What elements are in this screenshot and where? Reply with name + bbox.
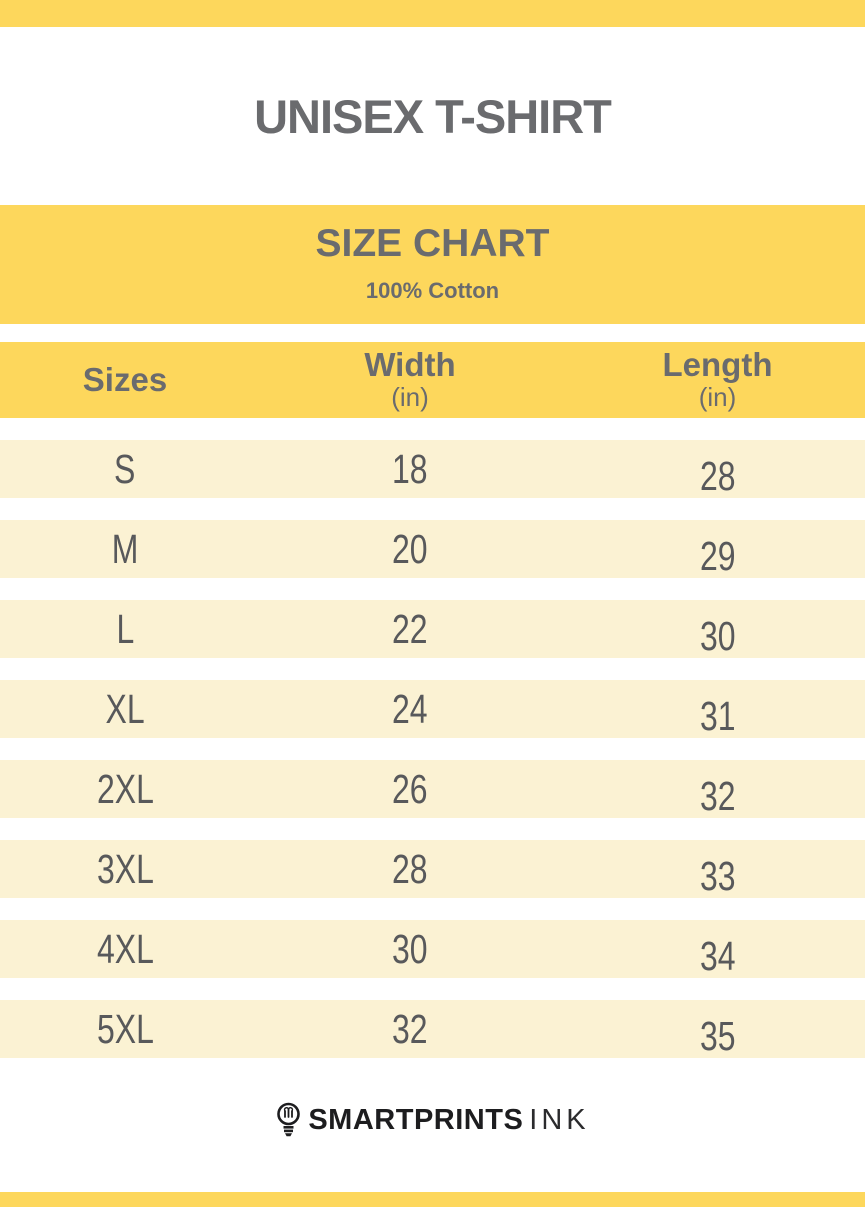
width-cell: 28	[250, 840, 570, 898]
width-cell: 22	[250, 600, 570, 658]
width-cell: 18	[250, 440, 570, 498]
length-cell: 32	[570, 760, 865, 819]
size-cell: M	[0, 520, 250, 578]
size-value: 3XL	[96, 845, 154, 892]
width-cell: 26	[250, 760, 570, 818]
length-cell: 33	[570, 840, 865, 899]
size-cell: 4XL	[0, 920, 250, 978]
length-value: 31	[699, 692, 736, 739]
column-header-sizes: Sizes	[0, 342, 250, 418]
length-cell: 29	[570, 520, 865, 579]
column-header-label: Sizes	[82, 360, 168, 398]
brand-name-light: INK	[529, 1103, 590, 1136]
size-value: M	[111, 525, 139, 572]
length-cell: 30	[570, 600, 865, 659]
size-value: XL	[105, 685, 145, 732]
size-cell: 2XL	[0, 760, 250, 818]
width-value: 26	[392, 765, 428, 812]
title-area: UNISEX T-SHIRT	[0, 27, 865, 205]
length-value: 35	[699, 1012, 736, 1059]
length-value: 28	[699, 452, 736, 499]
width-value: 18	[392, 445, 428, 492]
size-value: 5XL	[96, 1005, 154, 1052]
length-cell: 34	[570, 920, 865, 979]
length-cell: 31	[570, 680, 865, 739]
size-cell: XL	[0, 680, 250, 738]
column-header-width: Width (in)	[250, 342, 570, 418]
size-cell: L	[0, 600, 250, 658]
brand-name-bold: SMARTPRINTS	[308, 1103, 524, 1136]
table-row: 3XL 28 33	[0, 840, 865, 899]
column-header-unit: (in)	[698, 382, 737, 413]
length-value: 30	[699, 612, 736, 659]
bottom-accent-bar	[0, 1192, 865, 1207]
size-chart-banner: SIZE CHART 100% Cotton	[0, 205, 865, 324]
column-header-label: Length	[662, 346, 773, 384]
size-cell: 5XL	[0, 1000, 250, 1058]
length-value: 32	[699, 772, 736, 819]
length-value: 33	[699, 852, 736, 899]
width-cell: 30	[250, 920, 570, 978]
table-header-row: Sizes Width (in) Length (in)	[0, 342, 865, 418]
size-value: 2XL	[96, 765, 154, 812]
size-value: S	[114, 445, 136, 492]
table-row: 5XL 32 35	[0, 1000, 865, 1059]
width-value: 28	[392, 845, 428, 892]
page-title: UNISEX T-SHIRT	[254, 89, 612, 143]
size-value: L	[116, 605, 134, 652]
banner-subheading: 100% Cotton	[365, 277, 500, 303]
length-cell: 28	[570, 440, 865, 499]
table-row: S 18 28	[0, 440, 865, 499]
column-header-unit: (in)	[391, 382, 429, 413]
width-cell: 20	[250, 520, 570, 578]
size-cell: 3XL	[0, 840, 250, 898]
width-value: 22	[392, 605, 428, 652]
width-value: 24	[392, 685, 428, 732]
length-cell: 35	[570, 1000, 865, 1059]
table-row: XL 24 31	[0, 680, 865, 739]
table-row: M 20 29	[0, 520, 865, 579]
size-value: 4XL	[96, 925, 154, 972]
table-row: 2XL 26 32	[0, 760, 865, 819]
table-row: L 22 30	[0, 600, 865, 659]
width-cell: 24	[250, 680, 570, 738]
lightbulb-icon	[277, 1102, 301, 1137]
size-cell: S	[0, 440, 250, 498]
length-value: 34	[699, 932, 736, 979]
brand-footer: SMARTPRINTS INK	[0, 1102, 865, 1138]
table-row: 4XL 30 34	[0, 920, 865, 979]
column-header-label: Width	[364, 346, 456, 384]
width-value: 20	[392, 525, 428, 572]
width-value: 32	[392, 1005, 428, 1052]
top-accent-bar	[0, 0, 865, 27]
length-value: 29	[699, 532, 736, 579]
banner-heading: SIZE CHART	[315, 221, 550, 265]
width-value: 30	[392, 925, 428, 972]
column-header-length: Length (in)	[570, 342, 865, 418]
width-cell: 32	[250, 1000, 570, 1058]
